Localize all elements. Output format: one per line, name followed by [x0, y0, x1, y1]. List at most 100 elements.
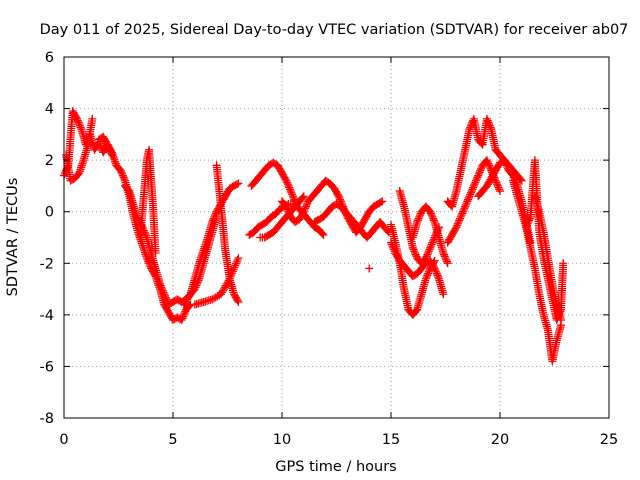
- data-point: [415, 212, 424, 221]
- y-tick-label: -8: [40, 411, 54, 427]
- data-point: [524, 218, 533, 227]
- data-point: [424, 248, 433, 257]
- y-tick-label: -2: [40, 256, 54, 272]
- data-point: [416, 211, 425, 220]
- data-point: [453, 221, 462, 230]
- data-point: [423, 250, 432, 259]
- axis-ticks: 0 5 10 15 20 25 -8 -6 -4 -2 0 2 4 6: [40, 50, 619, 448]
- data-point: [116, 166, 125, 175]
- data-point: [159, 288, 168, 297]
- data-point: [474, 171, 483, 180]
- x-tick-label: 20: [491, 432, 509, 448]
- data-point: [424, 269, 433, 278]
- data-point: [429, 216, 438, 225]
- data-point: [439, 248, 448, 257]
- y-tick-label: 2: [45, 153, 54, 169]
- data-point: [493, 181, 502, 190]
- data-point: [120, 175, 129, 184]
- data-point: [428, 212, 437, 221]
- data-point: [421, 274, 430, 283]
- data-point: [423, 271, 432, 280]
- data-point: [118, 171, 127, 180]
- data-point: [160, 290, 169, 299]
- data-point: [473, 173, 482, 182]
- data-points: [60, 107, 568, 366]
- data-point: [143, 255, 152, 264]
- data-point: [517, 176, 526, 185]
- data-point: [424, 247, 433, 256]
- data-point: [474, 169, 483, 178]
- series-track-6: [179, 179, 243, 309]
- data-point: [365, 264, 374, 273]
- data-point: [140, 228, 149, 237]
- data-point: [456, 212, 465, 221]
- data-point: [426, 207, 435, 216]
- data-point: [389, 245, 398, 254]
- data-point: [482, 114, 491, 123]
- data-point: [301, 204, 310, 213]
- data-point: [440, 250, 449, 259]
- chart-title: Day 011 of 2025, Sidereal Day-to-day VTE…: [40, 22, 629, 38]
- data-point: [232, 180, 241, 189]
- data-point: [161, 293, 170, 302]
- data-point: [467, 187, 476, 196]
- data-point: [229, 265, 238, 274]
- series-track-24: [530, 192, 566, 325]
- data-point: [299, 207, 308, 216]
- data-point: [95, 139, 104, 148]
- data-point: [469, 181, 478, 190]
- data-point: [409, 245, 418, 254]
- data-point: [156, 281, 165, 290]
- data-point: [389, 243, 398, 252]
- y-tick-label: 4: [45, 102, 54, 118]
- data-point: [470, 180, 479, 189]
- data-point: [144, 257, 153, 266]
- series-track-13: [310, 199, 393, 242]
- data-point: [424, 267, 433, 276]
- data-point: [209, 214, 218, 223]
- data-point: [525, 214, 534, 223]
- x-tick-label: 10: [273, 432, 291, 448]
- data-point: [557, 316, 566, 325]
- data-point: [494, 183, 503, 192]
- data-point: [231, 261, 240, 270]
- series-track-5: [136, 145, 160, 257]
- data-point: [422, 252, 431, 261]
- data-point: [221, 281, 230, 290]
- data-point: [442, 255, 451, 264]
- data-point: [158, 285, 167, 294]
- data-point: [217, 288, 226, 297]
- data-point: [441, 254, 450, 263]
- series-track-14: [365, 264, 374, 273]
- series-track-8: [212, 161, 243, 306]
- data-point: [428, 238, 437, 247]
- series-track-22: [509, 176, 566, 366]
- data-point: [107, 146, 116, 155]
- data-point: [336, 195, 345, 204]
- data-point: [431, 266, 440, 275]
- series-track-10: [247, 158, 300, 206]
- data-point: [425, 245, 434, 254]
- data-point: [485, 163, 494, 172]
- data-point: [318, 229, 327, 238]
- data-point: [485, 161, 494, 170]
- data-point: [288, 190, 297, 199]
- x-tick-label: 25: [600, 432, 618, 448]
- data-point: [298, 193, 307, 202]
- data-point: [218, 286, 227, 295]
- data-point: [387, 240, 396, 249]
- data-point: [410, 248, 419, 257]
- y-axis-label: SDTVAR / TECUs: [5, 178, 21, 297]
- x-tick-label: 0: [59, 432, 68, 448]
- data-point: [421, 254, 430, 263]
- data-point: [466, 190, 475, 199]
- data-point: [284, 207, 293, 216]
- data-point: [118, 169, 127, 178]
- series-track-20: [443, 156, 504, 247]
- data-point: [283, 205, 292, 214]
- data-point: [96, 141, 105, 150]
- data-point: [516, 175, 525, 184]
- data-point: [463, 197, 472, 206]
- data-point: [178, 314, 187, 323]
- data-point: [219, 285, 228, 294]
